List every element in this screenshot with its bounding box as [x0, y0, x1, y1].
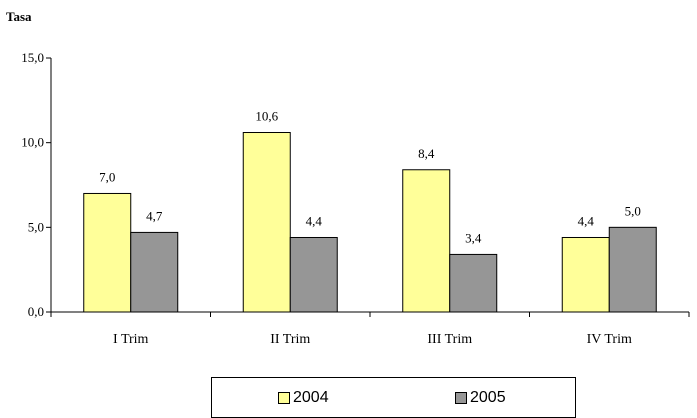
bar-2005: [289, 236, 338, 313]
bar-2004: [402, 169, 451, 313]
bar-2004: [561, 236, 610, 313]
data-label-2004: 7,0: [99, 169, 115, 184]
data-label-2005: 5,0: [625, 203, 641, 218]
data-label-2004: 4,4: [578, 213, 595, 228]
bar-2004: [83, 192, 132, 313]
data-label-2004: 10,6: [255, 109, 278, 124]
legend: 2004 2005: [211, 377, 576, 418]
x-tick-label: II Trim: [270, 332, 310, 347]
data-label-2005: 4,7: [146, 208, 163, 223]
y-tick-label: 0,0: [28, 304, 44, 319]
y-tick-label: 15,0: [21, 50, 44, 65]
data-label-2005: 4,4: [306, 213, 323, 228]
data-label-2004: 8,4: [418, 146, 435, 161]
bar-2005: [608, 226, 657, 313]
y-axis-title: Tasa: [6, 9, 32, 24]
y-tick-label: 5,0: [28, 219, 44, 234]
x-tick-label: III Trim: [427, 332, 472, 347]
legend-label-2004: 2004: [293, 389, 329, 406]
legend-item-2005: 2005: [455, 389, 506, 407]
x-tick-label: IV Trim: [587, 332, 632, 347]
legend-label-2005: 2005: [470, 389, 506, 406]
bar-2004: [242, 132, 291, 313]
legend-swatch-2004: [278, 392, 290, 404]
data-label-2005: 3,4: [465, 230, 482, 245]
y-tick-label: 10,0: [21, 135, 44, 150]
legend-item-2004: 2004: [278, 389, 329, 407]
legend-swatch-2005: [455, 392, 467, 404]
bar-2005: [130, 231, 179, 313]
x-tick-label: I Trim: [113, 332, 149, 347]
bar-2005: [449, 253, 498, 313]
